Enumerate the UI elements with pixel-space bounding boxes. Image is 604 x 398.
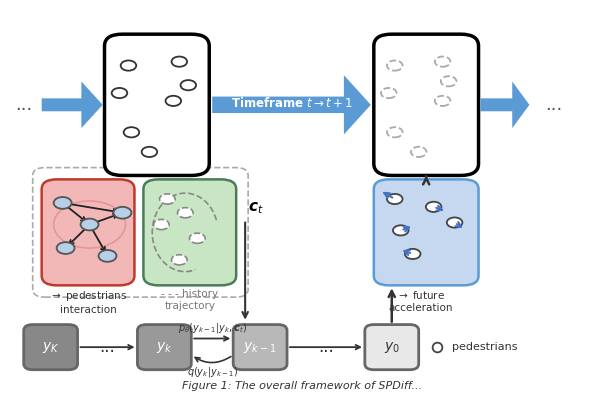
Circle shape [124, 127, 140, 137]
Text: $y_K$: $y_K$ [42, 339, 59, 355]
Polygon shape [480, 82, 530, 128]
Text: Timeframe $t \rightarrow t+1$: Timeframe $t \rightarrow t+1$ [231, 96, 353, 110]
FancyBboxPatch shape [374, 179, 478, 285]
FancyBboxPatch shape [42, 179, 135, 285]
Circle shape [165, 96, 181, 106]
FancyBboxPatch shape [104, 34, 209, 176]
Polygon shape [42, 82, 103, 128]
FancyBboxPatch shape [233, 325, 287, 370]
Text: ...: ... [15, 96, 33, 114]
Circle shape [172, 255, 187, 265]
FancyBboxPatch shape [24, 325, 77, 370]
Circle shape [387, 60, 402, 71]
Circle shape [172, 57, 187, 67]
Circle shape [381, 88, 397, 98]
Text: $y_k$: $y_k$ [156, 339, 173, 355]
Text: $q(y_k|y_{k-1})$: $q(y_k|y_{k-1})$ [187, 365, 238, 379]
Text: ...: ... [318, 338, 334, 356]
Circle shape [411, 147, 426, 157]
Text: ...: ... [545, 96, 562, 114]
Circle shape [190, 233, 205, 243]
FancyBboxPatch shape [374, 34, 478, 176]
Circle shape [435, 57, 451, 67]
Circle shape [447, 217, 463, 228]
Circle shape [57, 242, 74, 254]
Circle shape [435, 96, 451, 106]
Circle shape [98, 250, 117, 262]
Circle shape [153, 219, 169, 230]
Text: ...: ... [100, 338, 115, 356]
Circle shape [387, 127, 402, 137]
Circle shape [387, 194, 402, 204]
Text: $\rightarrow$ future
acceleration: $\rightarrow$ future acceleration [388, 289, 452, 313]
Circle shape [441, 76, 457, 86]
FancyBboxPatch shape [143, 179, 236, 285]
Circle shape [112, 88, 127, 98]
Text: $\boldsymbol{c}_t$: $\boldsymbol{c}_t$ [248, 200, 264, 216]
Circle shape [141, 147, 157, 157]
Text: Figure 1: The overall framework of SPDiff...: Figure 1: The overall framework of SPDif… [182, 381, 422, 391]
FancyBboxPatch shape [138, 325, 191, 370]
Circle shape [54, 197, 72, 209]
Circle shape [80, 219, 98, 230]
Circle shape [405, 249, 420, 259]
Circle shape [114, 207, 132, 219]
Circle shape [178, 208, 193, 218]
Text: $y_0$: $y_0$ [384, 339, 400, 355]
Circle shape [393, 225, 408, 236]
Circle shape [159, 194, 175, 204]
Polygon shape [212, 75, 371, 135]
Circle shape [121, 60, 137, 71]
Text: - - - history
trajectory: - - - history trajectory [161, 289, 219, 311]
Circle shape [181, 80, 196, 90]
Text: pedestrians: pedestrians [452, 342, 517, 352]
Text: $y_{k-1}$: $y_{k-1}$ [243, 339, 277, 355]
FancyBboxPatch shape [365, 325, 419, 370]
Text: $p_\theta(y_{k-1}|y_k, \boldsymbol{c}_t)$: $p_\theta(y_{k-1}|y_k, \boldsymbol{c}_t)… [178, 321, 247, 336]
Text: $\rightarrow$ pedestrians
interaction: $\rightarrow$ pedestrians interaction [49, 289, 127, 315]
Circle shape [426, 202, 442, 212]
